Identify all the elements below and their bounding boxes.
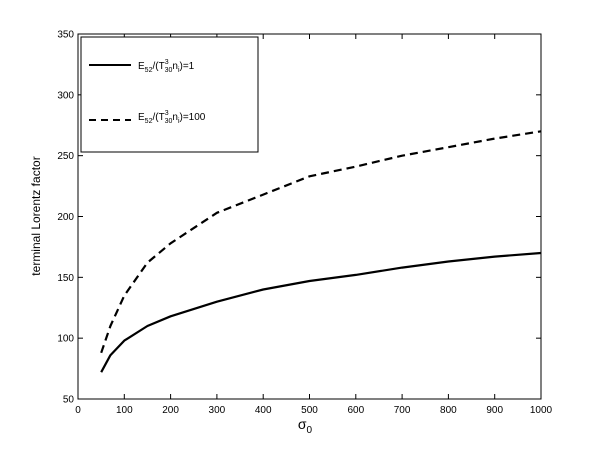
y-axis-title: terminal Lorentz factor	[29, 156, 43, 275]
legend-label-2: E52/(T3 30ni)=100	[138, 110, 206, 125]
y-tick-label: 200	[57, 212, 74, 223]
legend: E52/(T3 30ni)=1 E52/(T3 30ni)=100	[80, 36, 259, 153]
x-tick-label: 400	[255, 405, 272, 416]
x-tick-label: 500	[301, 405, 318, 416]
y-tick-label: 50	[63, 395, 75, 406]
y-tick-label: 250	[57, 151, 74, 162]
series-lines	[100, 130, 542, 373]
y-tick-label: 300	[57, 90, 74, 101]
series-line-solid	[100, 251, 542, 373]
x-tick-label: 0	[75, 405, 81, 416]
x-tick-label: 600	[347, 405, 364, 416]
x-tick-label: 100	[116, 405, 133, 416]
x-tick-label: 700	[394, 405, 411, 416]
x-tick-label: 200	[162, 405, 179, 416]
x-tick-label: 900	[486, 405, 503, 416]
legend-box	[80, 36, 259, 153]
axis-ticks: 0 100 200 300 400 500 600 700 800 900 1000 50 100 150…	[57, 30, 552, 417]
y-tick-label: 350	[57, 30, 74, 41]
x-axis-title: σ0	[298, 416, 313, 436]
y-tick-label: 100	[57, 334, 74, 345]
series-line-dashed	[100, 130, 542, 354]
x-tick-label: 1000	[530, 405, 553, 416]
y-tick-label: 150	[57, 273, 74, 284]
x-tick-label: 800	[440, 405, 457, 416]
legend-label-1: E52/(T3 30ni)=1	[138, 59, 195, 74]
x-tick-label: 300	[209, 405, 226, 416]
